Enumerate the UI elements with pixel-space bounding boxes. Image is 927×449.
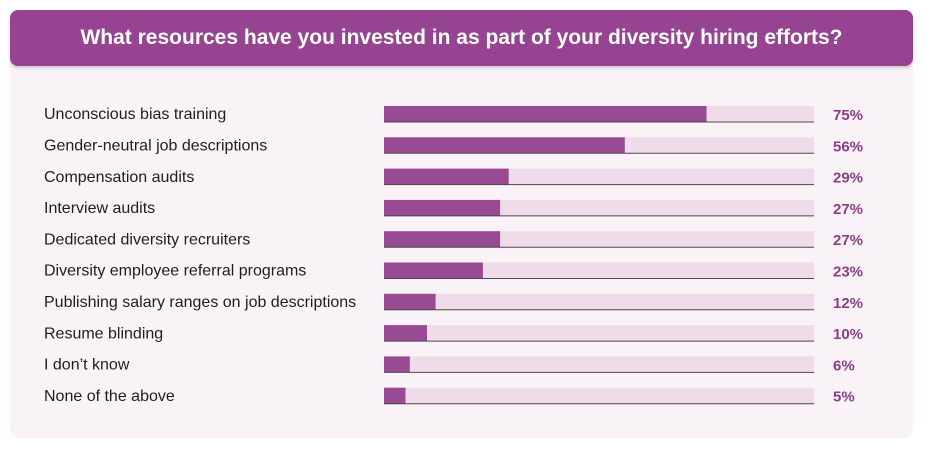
chart-title: What resources have you invested in as p…	[80, 26, 843, 49]
chart-panel	[10, 10, 913, 438]
chart-header: What resources have you invested in as p…	[10, 10, 913, 66]
